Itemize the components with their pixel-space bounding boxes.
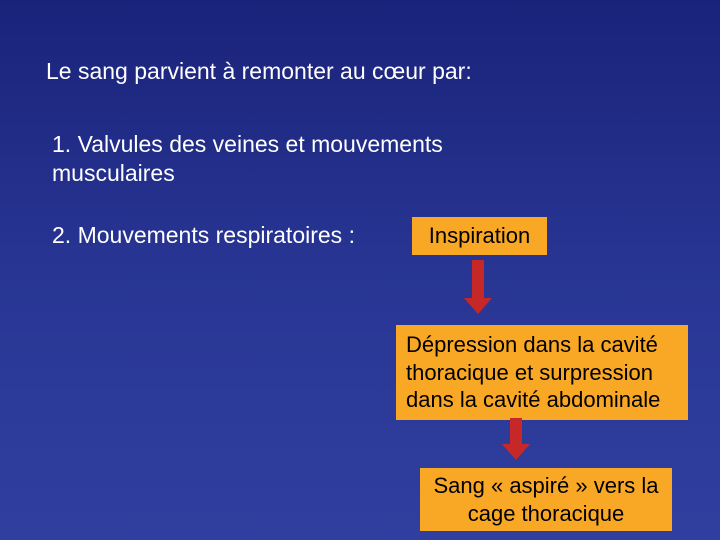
point-1: 1. Valvules des veines et mouvements mus… bbox=[52, 130, 502, 188]
arrow-1 bbox=[472, 260, 484, 300]
slide-title: Le sang parvient à remonter au cœur par: bbox=[46, 58, 472, 85]
point-2: 2. Mouvements respiratoires : bbox=[52, 222, 355, 249]
box-inspiration: Inspiration bbox=[412, 217, 547, 255]
arrow-2 bbox=[510, 418, 522, 446]
box-depression: Dépression dans la cavité thoracique et … bbox=[396, 325, 688, 420]
box-sang: Sang « aspiré » vers la cage thoracique bbox=[420, 468, 672, 531]
